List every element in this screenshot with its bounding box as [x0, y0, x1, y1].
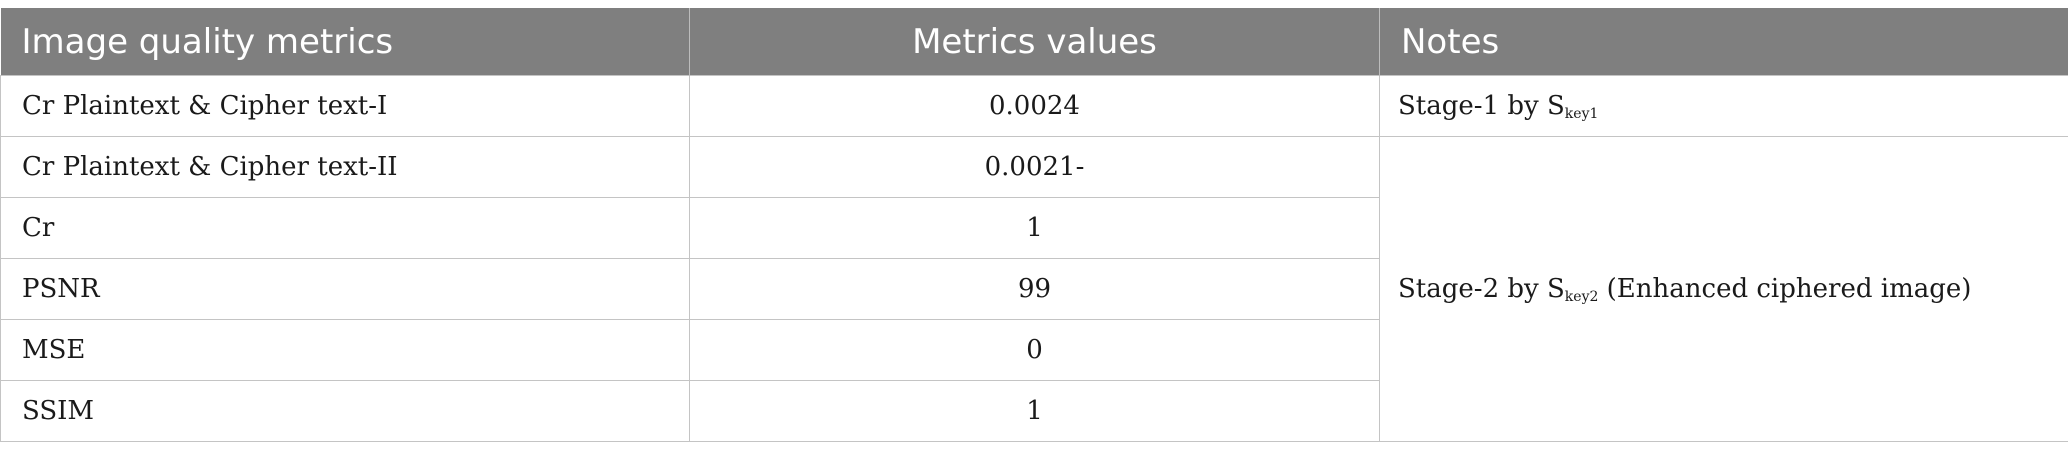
table-row: PSNR 99: [0, 258, 2068, 320]
metric-value-cell: 0: [689, 319, 1380, 381]
note-stage2-cell: Stage-2 by Skey2 (Enhanced ciphered imag…: [1379, 136, 2068, 442]
metric-value-cell: 1: [689, 380, 1380, 442]
table-header: Image quality metrics Metrics values Not…: [0, 8, 2068, 76]
header-notes: Notes: [1379, 8, 2068, 76]
metric-value-cell: 1: [689, 197, 1380, 259]
metric-name-cell: Cr: [0, 197, 690, 259]
metric-value-cell: 0.0021-: [689, 136, 1380, 198]
table-row: Cr Plaintext & Cipher text-II 0.0021- St…: [0, 136, 2068, 442]
metric-name-cell: SSIM: [0, 380, 690, 442]
header-image-quality-metrics: Image quality metrics: [0, 8, 690, 76]
note-stage2-key-subscript: key2: [1564, 288, 1599, 305]
note-stage1-key-subscript: key1: [1564, 105, 1599, 122]
metrics-table-container: Image quality metrics Metrics values Not…: [0, 8, 2068, 442]
note-stage2-suffix: (Enhanced ciphered image): [1598, 273, 1972, 304]
metrics-table: Image quality metrics Metrics values Not…: [0, 8, 2068, 442]
header-row: Image quality metrics Metrics values Not…: [0, 8, 2068, 76]
header-metrics-values: Metrics values: [689, 8, 1380, 76]
table-row: SSIM 1: [0, 380, 2068, 442]
metric-name-cell: PSNR: [0, 258, 690, 320]
note-stage2-prefix: Stage-2 by S: [1398, 273, 1565, 304]
metric-value-cell: 99: [689, 258, 1380, 320]
note-stage1-prefix: Stage-1 by S: [1398, 90, 1565, 121]
table-row: Cr 1: [0, 197, 2068, 259]
table-row: Cr Plaintext & Cipher text-I 0.0024 Stag…: [0, 75, 2068, 137]
metric-value-cell: 0.0024: [689, 75, 1380, 137]
metric-name-cell: MSE: [0, 319, 690, 381]
metric-name-cell: Cr Plaintext & Cipher text-II: [0, 136, 690, 198]
table-body: Cr Plaintext & Cipher text-I 0.0024 Stag…: [0, 75, 2068, 442]
note-stage1-cell: Stage-1 by Skey1: [1379, 75, 2068, 137]
metric-name-cell: Cr Plaintext & Cipher text-I: [0, 75, 690, 137]
